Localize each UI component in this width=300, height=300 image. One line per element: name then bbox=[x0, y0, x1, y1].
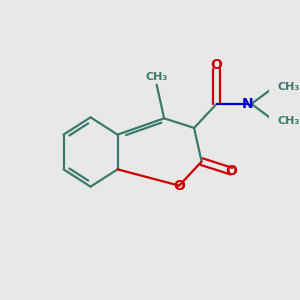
Text: CH₃: CH₃ bbox=[278, 116, 300, 126]
Text: O: O bbox=[226, 164, 238, 178]
Text: O: O bbox=[173, 178, 185, 193]
Text: O: O bbox=[211, 58, 223, 72]
Text: CH₃: CH₃ bbox=[278, 82, 300, 92]
Text: N: N bbox=[242, 97, 254, 111]
Text: CH₃: CH₃ bbox=[146, 72, 168, 82]
